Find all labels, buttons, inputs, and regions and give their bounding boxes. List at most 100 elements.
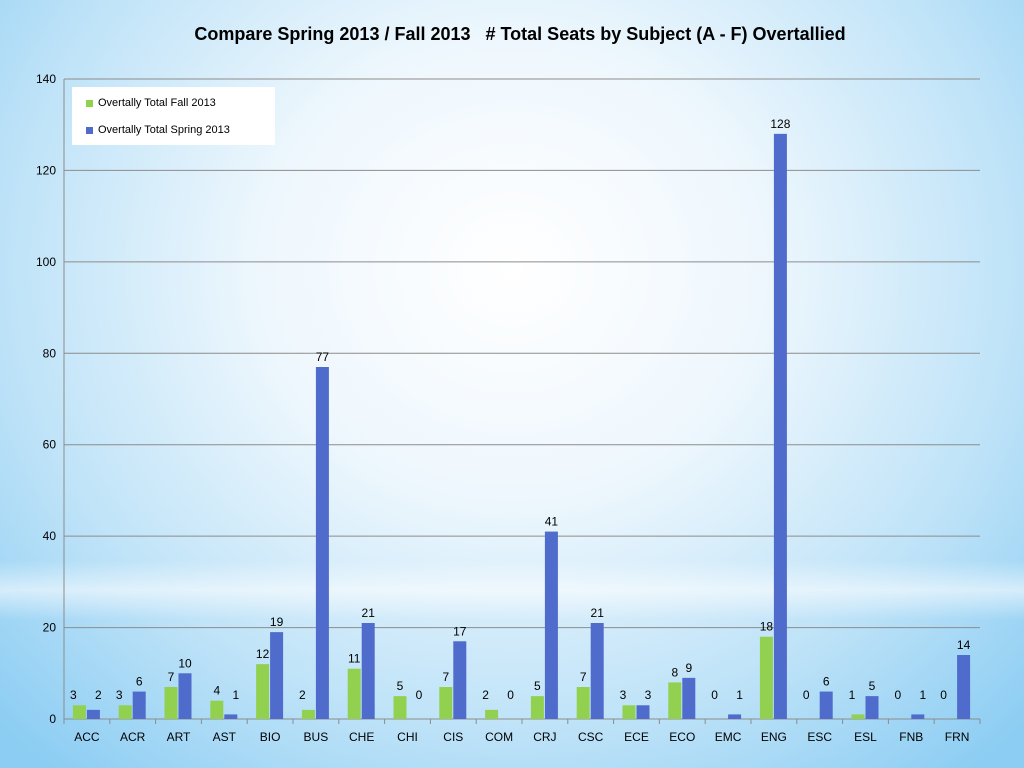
- chart-title: Compare Spring 2013 / Fall 2013 # Total …: [194, 24, 846, 44]
- bar-spring: [315, 367, 329, 719]
- data-label: 2: [299, 688, 306, 702]
- legend-item-spring: Overtally Total Spring 2013: [86, 124, 230, 136]
- data-label: 1: [232, 688, 239, 702]
- y-tick-label: 140: [36, 72, 56, 86]
- bar-spring: [728, 714, 742, 719]
- data-label: 5: [534, 679, 541, 693]
- bar-spring: [361, 623, 375, 719]
- bar-fall: [256, 664, 270, 719]
- x-tick-label: ENG: [761, 730, 787, 744]
- data-label: 0: [416, 688, 423, 702]
- x-tick-label: CRJ: [533, 730, 556, 744]
- x-tick-label: COM: [485, 730, 513, 744]
- bar-spring: [590, 623, 604, 719]
- x-tick-label: ESC: [807, 730, 832, 744]
- x-tick-label: EMC: [715, 730, 742, 744]
- data-label: 0: [711, 688, 718, 702]
- data-label: 77: [316, 350, 330, 364]
- bar-spring: [544, 531, 558, 719]
- legend-label-spring: Overtally Total Spring 2013: [98, 124, 230, 136]
- x-tick-label: CSC: [578, 730, 604, 744]
- bar-spring: [132, 691, 146, 719]
- data-label: 3: [620, 688, 627, 702]
- y-tick-label: 20: [43, 621, 57, 635]
- bar-spring: [178, 673, 192, 719]
- data-label: 0: [940, 688, 947, 702]
- data-label: 14: [957, 638, 971, 652]
- bar-fall: [210, 700, 224, 719]
- bar-fall: [485, 709, 499, 719]
- legend-label-fall: Overtally Total Fall 2013: [98, 97, 216, 109]
- data-label: 3: [116, 688, 123, 702]
- legend-swatch-fall: [86, 99, 93, 107]
- data-label: 8: [671, 665, 678, 679]
- data-label: 2: [95, 688, 102, 702]
- data-label: 2: [482, 688, 489, 702]
- data-label: 10: [178, 656, 192, 670]
- y-tick-label: 40: [43, 529, 57, 543]
- legend: Overtally Total Fall 2013 Overtally Tota…: [72, 87, 275, 145]
- data-label: 7: [580, 670, 587, 684]
- x-tick-label: BUS: [304, 730, 329, 744]
- bar-spring: [865, 696, 879, 719]
- bar-spring: [819, 691, 833, 719]
- data-label: 0: [894, 688, 901, 702]
- bar-fall: [72, 705, 86, 719]
- data-label: 5: [397, 679, 404, 693]
- bar-spring: [682, 677, 696, 719]
- data-label: 18: [760, 620, 774, 634]
- bar-spring: [270, 632, 284, 719]
- x-tick-label: CHE: [349, 730, 374, 744]
- bar-fall: [622, 705, 636, 719]
- bar-spring: [636, 705, 650, 719]
- x-tick-label: ESL: [854, 730, 877, 744]
- bar-spring: [957, 655, 971, 719]
- data-label: 128: [770, 117, 790, 131]
- data-label: 6: [823, 675, 830, 689]
- x-tick-label: AST: [213, 730, 237, 744]
- data-label: 11: [348, 652, 361, 666]
- data-label: 0: [507, 688, 514, 702]
- bar-fall: [851, 714, 865, 719]
- data-label: 6: [136, 675, 143, 689]
- data-label: 7: [442, 670, 449, 684]
- data-label: 17: [453, 624, 467, 638]
- data-label: 21: [362, 606, 376, 620]
- bar-fall: [164, 687, 178, 719]
- data-label: 4: [213, 684, 220, 698]
- data-label: 7: [168, 670, 175, 684]
- bar-fall: [668, 682, 682, 719]
- data-label: 19: [270, 615, 284, 629]
- x-tick-label: ACC: [74, 730, 100, 744]
- y-tick-label: 100: [36, 255, 56, 269]
- y-tick-label: 80: [43, 346, 57, 360]
- bar-fall: [347, 668, 361, 719]
- data-label: 1: [919, 688, 926, 702]
- x-tick-label: FRN: [945, 730, 970, 744]
- x-tick-label: BIO: [260, 730, 281, 744]
- data-label: 1: [849, 688, 856, 702]
- x-tick-label: CHI: [397, 730, 418, 744]
- bar-fall: [393, 696, 407, 719]
- data-label: 3: [645, 688, 652, 702]
- legend-item-fall: Overtally Total Fall 2013: [86, 97, 216, 109]
- bar-spring: [453, 641, 467, 719]
- y-tick-label: 120: [36, 163, 56, 177]
- x-tick-label: ECO: [669, 730, 695, 744]
- bar-spring: [224, 714, 238, 719]
- data-label: 3: [70, 688, 77, 702]
- bar-fall: [301, 709, 315, 719]
- bar-spring: [773, 133, 787, 719]
- bar-fall: [759, 636, 773, 719]
- data-label: 5: [869, 679, 876, 693]
- y-tick-label: 0: [49, 712, 56, 726]
- bar-fall: [576, 687, 590, 719]
- legend-swatch-spring: [86, 126, 93, 134]
- data-label: 41: [545, 515, 559, 529]
- bar-spring: [86, 709, 100, 719]
- y-tick-label: 60: [43, 438, 57, 452]
- data-label: 12: [256, 647, 270, 661]
- x-tick-label: FNB: [899, 730, 923, 744]
- x-tick-label: CIS: [443, 730, 463, 744]
